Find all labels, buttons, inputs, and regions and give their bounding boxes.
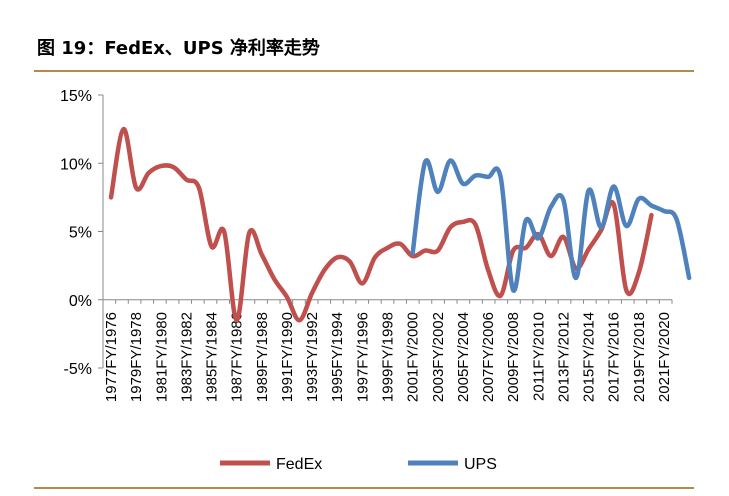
x-tick-label: 1983FY/1982 [178, 312, 195, 402]
x-tick-label: 2011FY/2010 [530, 312, 547, 401]
chart-axes: 15% 10% 5% 0% -5% 1977FY/1976 1979FY/1978 1981F… [60, 88, 673, 402]
top-divider [34, 70, 694, 72]
x-tick-label: 2001FY/2000 [405, 312, 422, 402]
x-tick-label: 1997FY/1996 [354, 312, 371, 402]
x-tick-label: 2007FY/2006 [480, 312, 497, 402]
y-tick-label: 15% [60, 88, 92, 105]
x-tick-label: 1993FY/1992 [304, 312, 321, 402]
x-tick-label: 2015FY/2014 [581, 312, 598, 402]
x-tick-label: 2005FY/2004 [455, 312, 472, 402]
chart-series [108, 126, 692, 323]
bottom-divider [34, 487, 694, 489]
y-tick-label: 5% [69, 225, 92, 242]
x-tick-label: 1985FY/1984 [204, 312, 221, 402]
x-tick-label: 1981FY/1980 [153, 312, 170, 402]
series-line-ups [410, 157, 692, 293]
y-tick-label: 10% [60, 156, 92, 173]
chart-legend: FedEx UPS [220, 456, 497, 473]
x-tick-label: 2021FY/2020 [656, 312, 673, 402]
x-tick-label: 1977FY/1976 [103, 312, 120, 402]
x-tick-label: 1989FY/1988 [254, 312, 271, 402]
x-tick-label: 1991FY/1990 [279, 312, 296, 402]
x-tick-label: 2013FY/2012 [555, 312, 572, 402]
x-tick-label: 1979FY/1978 [128, 312, 145, 402]
x-tick-label: 2003FY/2002 [430, 312, 447, 402]
x-tick-label: 1987FY/1986 [229, 312, 246, 402]
x-tick-label: 1995FY/1994 [329, 312, 346, 402]
y-tick-label: -5% [64, 361, 92, 378]
legend-label-fedex: FedEx [276, 456, 322, 473]
x-tick-label: 2019FY/2018 [631, 312, 648, 402]
x-tick-label: 2017FY/2016 [606, 312, 623, 402]
y-tick-label: 0% [69, 293, 92, 310]
x-tick-label: 1999FY/1998 [380, 312, 397, 402]
legend-label-ups: UPS [464, 456, 497, 473]
figure-title: 图 19：FedEx、UPS 净利率走势 [37, 38, 320, 59]
x-tick-label: 2009FY/2008 [505, 312, 522, 402]
series-line-fedex [108, 126, 654, 323]
